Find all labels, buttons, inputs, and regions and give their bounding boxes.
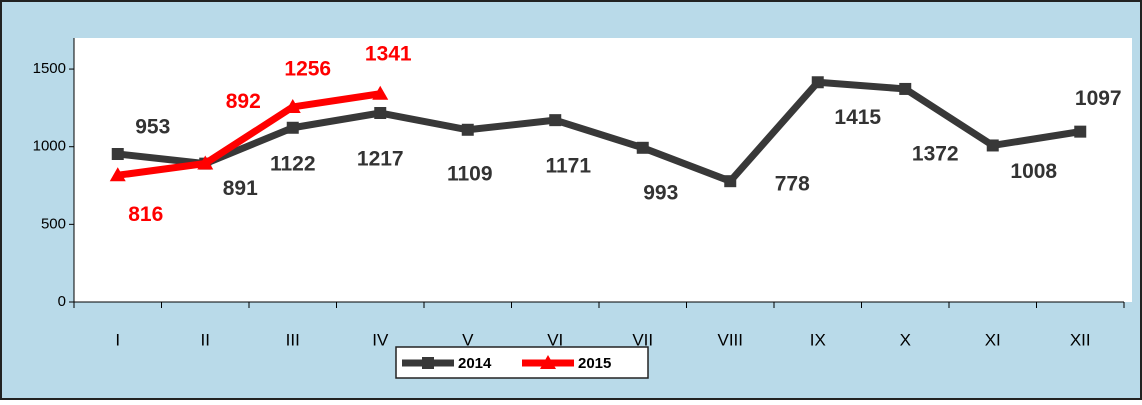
- point: [549, 114, 562, 127]
- point: [724, 175, 737, 188]
- data-label: 953: [135, 116, 170, 139]
- legend-marker: [540, 355, 556, 369]
- point: [109, 167, 126, 182]
- y-tick-label: 0: [58, 293, 66, 310]
- point: [284, 98, 301, 113]
- x-tick-label: XI: [985, 330, 1001, 349]
- data-label: 1372: [912, 142, 959, 165]
- legend-marker: [422, 357, 434, 369]
- y-tick-label: 1500: [33, 60, 66, 77]
- point: [811, 76, 824, 89]
- plot-area: [74, 38, 1132, 302]
- x-tick-label: VII: [632, 330, 653, 349]
- x-tick-label: VI: [547, 330, 563, 349]
- data-label: 993: [643, 181, 678, 204]
- y-tick-label: 500: [41, 215, 66, 232]
- x-tick-label: V: [462, 330, 474, 349]
- legend-label: 2015: [578, 355, 611, 372]
- point: [899, 82, 912, 95]
- series-line: [117, 78, 1081, 185]
- point: [197, 155, 214, 170]
- data-label: 892: [226, 90, 261, 113]
- point: [286, 121, 299, 134]
- point: [374, 107, 387, 120]
- x-tick-label: VIII: [717, 330, 743, 349]
- data-label: 1097: [1075, 87, 1122, 110]
- point: [372, 85, 389, 100]
- data-label: 1415: [834, 106, 881, 129]
- data-label: 1217: [357, 148, 404, 171]
- x-tick-label: X: [900, 330, 911, 349]
- data-label: 1256: [284, 57, 331, 80]
- x-tick-label: I: [115, 330, 120, 349]
- data-label: 1109: [447, 162, 493, 185]
- data-label: 1122: [270, 152, 316, 175]
- data-label: 1008: [1010, 160, 1057, 183]
- y-tick-label: 1000: [33, 138, 66, 155]
- data-label: 1171: [545, 155, 591, 178]
- point: [461, 123, 474, 136]
- point: [986, 139, 999, 152]
- x-tick-label: XII: [1070, 330, 1091, 349]
- point: [111, 148, 124, 161]
- data-label: 891: [223, 177, 258, 200]
- point: [1074, 125, 1087, 138]
- series-line: [117, 90, 381, 179]
- x-tick-label: III: [286, 330, 300, 349]
- x-tick-label: IX: [810, 330, 826, 349]
- data-label: 816: [128, 203, 163, 226]
- data-label: 778: [775, 173, 810, 196]
- x-tick-label: II: [201, 330, 210, 349]
- x-tick-label: IV: [372, 330, 389, 349]
- data-label: 1341: [365, 42, 412, 65]
- point: [636, 141, 649, 154]
- legend-label: 2014: [458, 355, 492, 372]
